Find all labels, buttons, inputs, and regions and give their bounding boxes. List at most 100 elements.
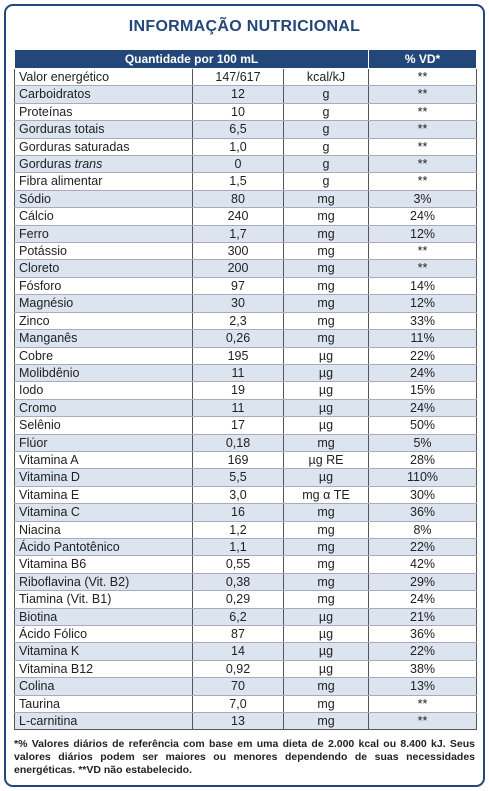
amount: 30	[192, 294, 284, 313]
nutrient-name: Flúor	[14, 434, 193, 452]
nutrient-name: Selênio	[14, 416, 193, 435]
unit: µg	[282, 608, 370, 627]
amount: 1,2	[192, 521, 284, 539]
unit: µg	[282, 399, 370, 418]
daily-value: **	[368, 85, 478, 104]
nutrient-name: Vitamina B6	[14, 555, 193, 574]
table-row: Magnésio 30 mg 12%	[14, 294, 478, 313]
column-header: % VD*	[368, 50, 478, 69]
table-row: Vitamina B12 0,92 µg 38%	[14, 660, 478, 679]
amount: 3,0	[192, 486, 284, 505]
nutrient-name-text: Biotina	[19, 609, 58, 624]
amount: 6,2	[192, 608, 284, 627]
amount: 0,92	[192, 660, 284, 679]
amount: 1,0	[192, 138, 284, 157]
amount: 14	[192, 642, 284, 661]
nutrient-name: Ferro	[14, 225, 193, 244]
unit: g	[282, 120, 370, 139]
nutrient-name-text: Manganês	[19, 331, 78, 346]
amount: 70	[192, 677, 284, 696]
nutrient-name: Biotina	[14, 608, 193, 627]
amount: 0,55	[192, 555, 284, 574]
unit: mg	[282, 573, 370, 592]
amount: 1,5	[192, 172, 284, 191]
daily-value: 13%	[368, 677, 478, 696]
unit: mg	[282, 225, 370, 244]
amount: 195	[192, 347, 284, 365]
unit: mg	[282, 242, 370, 261]
table-row: Vitamina E 3,0 mg α TE 30%	[14, 486, 478, 505]
daily-value: 3%	[368, 190, 478, 209]
nutrient-name: Vitamina K	[14, 642, 193, 661]
daily-value: **	[368, 172, 478, 191]
nutrient-name-text: Ácido Pantotênico	[19, 539, 120, 554]
amount: 147/617	[192, 68, 284, 87]
unit: µg	[282, 642, 370, 661]
unit: mg	[282, 312, 370, 331]
nutrient-name-text: Tiamina (Vit. B1)	[19, 592, 112, 607]
table-row: Vitamina D 5,5 µg 110%	[14, 468, 478, 487]
amount: 11	[192, 364, 284, 383]
table-row: Colina 70 mg 13%	[14, 677, 478, 696]
nutrient-name-text: Vitamina A	[19, 452, 79, 467]
table-row: Niacina 1,2 mg 8%	[14, 521, 478, 539]
table-row: Sódio 80 mg 3%	[14, 190, 478, 209]
nutrient-name: Gorduras trans	[14, 155, 193, 174]
nutrient-name: Vitamina A	[14, 451, 193, 470]
daily-value: **	[368, 695, 478, 714]
nutrient-name: Vitamina C	[14, 503, 193, 522]
nutrient-name: Cloreto	[14, 259, 193, 278]
daily-value: 36%	[368, 503, 478, 522]
table-row: L-carnitina 13 mg **	[14, 712, 478, 731]
table-row: Potássio 300 mg **	[14, 242, 478, 261]
unit: mg	[282, 329, 370, 348]
daily-value: **	[368, 120, 478, 139]
daily-value: 12%	[368, 225, 478, 244]
table-row: Vitamina A 169 µg RE 28%	[14, 451, 478, 470]
nutrient-name: Ácido Fólico	[14, 625, 193, 644]
nutrient-name: Carboidratos	[14, 85, 193, 104]
nutrient-name-text: Potássio	[19, 244, 67, 259]
nutrient-name-text: L-carnitina	[19, 714, 78, 729]
nutrient-name-text: Zinco	[19, 313, 50, 328]
amount: 5,5	[192, 468, 284, 487]
nutrient-name: Potássio	[14, 242, 193, 261]
unit: mg	[282, 434, 370, 452]
unit: g	[282, 103, 370, 122]
nutrient-name-italic: trans	[74, 157, 103, 172]
amount: 1,7	[192, 225, 284, 244]
table-row: Cálcio 240 mg 24%	[14, 207, 478, 226]
table-row: Vitamina B6 0,55 mg 42%	[14, 555, 478, 574]
unit: mg	[282, 277, 370, 296]
amount: 169	[192, 451, 284, 470]
daily-value: 14%	[368, 277, 478, 296]
daily-value: 50%	[368, 416, 478, 435]
nutrient-name: Proteínas	[14, 103, 193, 122]
daily-value: 29%	[368, 573, 478, 592]
nutrient-name-text: Cobre	[19, 348, 54, 363]
nutrient-name: Vitamina E	[14, 486, 193, 505]
daily-value: 24%	[368, 364, 478, 383]
nutrient-name-text: Valor energético	[19, 70, 110, 84]
unit: µg	[282, 364, 370, 383]
nutrient-name-text: Iodo	[19, 383, 44, 398]
amount: 80	[192, 190, 284, 209]
amount: 0,26	[192, 329, 284, 348]
amount: 13	[192, 712, 284, 731]
nutrient-name-text: Cálcio	[19, 209, 54, 224]
nutrient-name: Fibra alimentar	[14, 172, 193, 191]
unit: mg α TE	[282, 486, 370, 505]
nutrient-name-text: Vitamina B12	[19, 661, 94, 676]
table-row: Biotina 6,2 µg 21%	[14, 608, 478, 627]
table-row: Gorduras saturadas 1,0 g **	[14, 138, 478, 157]
nutrient-name-text: Flúor	[19, 435, 48, 450]
nutrient-name: Taurina	[14, 695, 193, 714]
daily-value: 28%	[368, 451, 478, 470]
unit: mg	[282, 695, 370, 714]
daily-value: **	[368, 259, 478, 278]
nutrient-name-text: Vitamina E	[19, 487, 80, 502]
nutrient-name-text: Colina	[19, 679, 55, 694]
daily-value: 42%	[368, 555, 478, 574]
amount: 87	[192, 625, 284, 644]
nutrient-name: Riboflavina (Vit. B2)	[14, 573, 193, 592]
